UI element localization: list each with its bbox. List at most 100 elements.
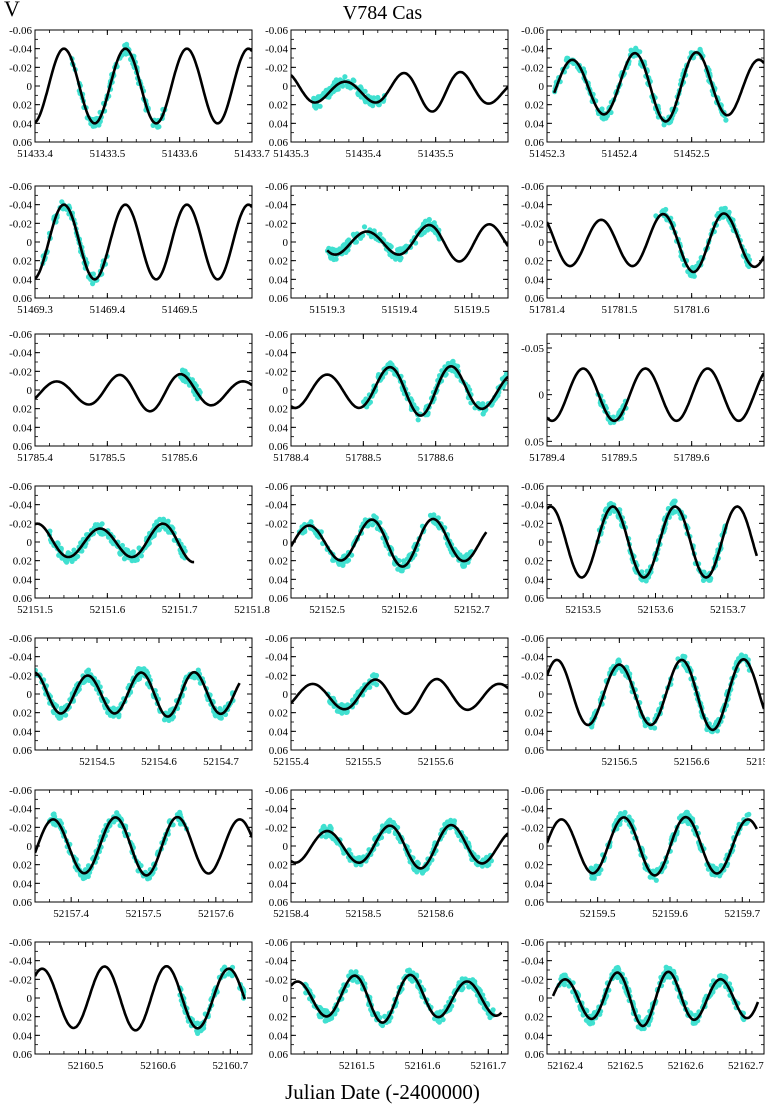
y-tick-label: 0	[27, 993, 33, 1005]
data-point	[156, 124, 162, 130]
data-point	[353, 969, 359, 975]
y-tick-label: -0.06	[265, 937, 288, 949]
data-point	[342, 74, 348, 80]
panel-18: -0.06 -0.04 -0.02 0 0.02 0.04 0.06 52159.5 52159…	[521, 785, 765, 920]
x-tick-label: 52162.5	[607, 1060, 643, 1072]
model-curve	[547, 657, 764, 732]
y-tick-label: 0.04	[13, 726, 33, 738]
y-tick-label: 0.02	[13, 556, 32, 568]
plot-frame	[546, 637, 765, 751]
data-point	[587, 1020, 594, 1026]
x-tick-label: 51452.3	[529, 148, 565, 160]
data-point	[334, 708, 340, 714]
data-point	[588, 865, 594, 871]
data-point	[356, 855, 362, 861]
model-curve	[35, 47, 252, 125]
panel-15: -0.06 -0.04 -0.02 0 0.02 0.04 0.06 52156.5 52156…	[521, 633, 765, 768]
y-tick-label: -0.04	[521, 44, 544, 56]
y-tick-label: -0.02	[9, 974, 32, 986]
y-tick-label: 0	[283, 993, 289, 1005]
x-tick-label: 52161.7	[470, 1060, 506, 1072]
x-tick-label: 52158.6	[418, 908, 454, 920]
x-tick-label: 52154.6	[141, 756, 177, 768]
data-point	[58, 705, 64, 712]
data-point	[667, 966, 673, 972]
y-tick-label: -0.04	[521, 956, 544, 968]
observations	[302, 967, 496, 1029]
data-point	[689, 273, 695, 279]
y-tick-label: 0.02	[13, 708, 32, 720]
y-tick-label: 0	[283, 537, 289, 549]
y-tick-label: 0	[283, 841, 289, 853]
y-tick-label: 0.06	[269, 593, 289, 605]
x-tick-label: 52154.7	[203, 756, 239, 768]
data-point	[369, 673, 376, 679]
y-tick-label: -0.06	[521, 25, 544, 37]
data-point	[614, 974, 621, 981]
y-tick-label: 0.04	[525, 574, 545, 586]
data-point	[738, 652, 745, 658]
y-tick-label: -0.06	[265, 785, 288, 797]
data-point	[335, 86, 341, 92]
y-tick-label: 0.04	[269, 422, 289, 434]
data-point	[122, 555, 128, 561]
x-tick-label: 52151.7	[162, 604, 198, 616]
data-point	[138, 666, 144, 672]
y-tick-label: 0.06	[269, 897, 289, 909]
y-tick-label: 0.06	[525, 593, 545, 605]
y-tick-label: -0.04	[265, 200, 288, 212]
x-tick-label: 52156.5	[601, 756, 637, 768]
y-tick-label: 0	[539, 993, 545, 1005]
x-tick-label: 52151.6	[89, 604, 125, 616]
x-tick-label: 51469.3	[17, 304, 53, 316]
y-tick-label: -0.02	[521, 670, 544, 682]
y-tick-label: 0.06	[13, 1049, 33, 1061]
data-point	[194, 1028, 200, 1034]
y-tick-label: 0.02	[269, 556, 288, 568]
data-point	[480, 401, 486, 407]
y-tick-label: -0.04	[265, 956, 288, 968]
data-point	[461, 563, 467, 569]
data-point	[99, 531, 105, 537]
y-tick-label: -0.04	[521, 804, 544, 816]
model-curve	[547, 212, 764, 274]
x-tick-label: 52151.5	[17, 604, 53, 616]
y-tick-label: 0.04	[269, 274, 289, 286]
x-tick-label: 51781.6	[674, 304, 710, 316]
data-point	[723, 117, 729, 123]
y-tick-label: 0.02	[269, 1012, 288, 1024]
y-tick-label: 0.02	[13, 860, 32, 872]
data-point	[722, 205, 728, 211]
data-point	[347, 85, 353, 91]
y-tick-label: -0.02	[521, 62, 544, 74]
data-point	[85, 873, 91, 880]
x-tick-label: 51469.4	[89, 304, 125, 316]
y-tick-label: -0.06	[521, 181, 544, 193]
y-tick-label: 0.06	[269, 137, 289, 149]
y-tick-label: -0.02	[9, 518, 32, 530]
y-tick-label: -0.06	[265, 329, 288, 341]
data-point	[387, 252, 393, 258]
data-point	[90, 281, 96, 287]
y-tick-label: 0	[27, 841, 33, 853]
data-point	[618, 811, 624, 817]
x-tick-label: 51788.6	[418, 452, 454, 464]
y-tick-label: 0	[27, 385, 33, 397]
x-tick-label: 52160.6	[140, 1060, 176, 1072]
y-tick-label: 0.06	[269, 745, 289, 757]
x-tick-label: 51433.5	[89, 148, 125, 160]
data-point	[321, 90, 327, 96]
data-point	[431, 512, 437, 518]
model-curve	[35, 670, 241, 718]
data-point	[490, 1007, 496, 1013]
data-point	[472, 979, 478, 985]
x-tick-label: 51788.5	[345, 452, 381, 464]
x-tick-label: 51469.5	[162, 304, 198, 316]
panel-20: -0.06 -0.04 -0.02 0 0.02 0.04 0.06 52161.5 52161…	[265, 937, 509, 1072]
y-tick-label: 0	[539, 390, 545, 402]
